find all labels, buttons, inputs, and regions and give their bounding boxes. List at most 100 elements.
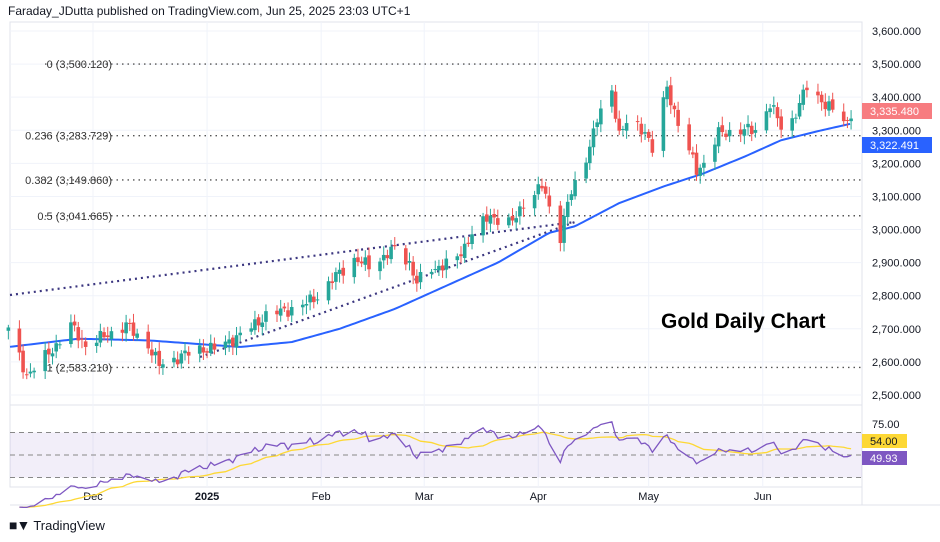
candle-body bbox=[98, 330, 103, 343]
candle-body bbox=[470, 234, 474, 245]
candle-body bbox=[573, 180, 577, 197]
candle-body bbox=[779, 116, 783, 130]
y-tick-label: 3,600.000 bbox=[872, 26, 921, 38]
candle-body bbox=[367, 255, 371, 270]
tradingview-logo[interactable]: ■▼ TradingView bbox=[9, 517, 105, 533]
chart-annotation: Gold Daily Chart bbox=[661, 310, 826, 333]
candle-body bbox=[827, 101, 831, 111]
candle-body bbox=[105, 335, 110, 338]
candle-body bbox=[727, 129, 732, 137]
candle-body bbox=[794, 117, 798, 119]
y-tick-label: 2,700.000 bbox=[872, 324, 921, 336]
candle-body bbox=[411, 261, 415, 276]
candle-body bbox=[753, 130, 758, 133]
candle-body bbox=[610, 90, 614, 107]
candle-body bbox=[532, 195, 537, 209]
candle-body bbox=[208, 342, 213, 354]
candle-body bbox=[282, 306, 287, 309]
candle-body bbox=[212, 343, 217, 350]
candle-body bbox=[496, 218, 500, 225]
candle-body bbox=[599, 108, 603, 125]
candle-body bbox=[150, 349, 154, 356]
candle-body bbox=[415, 275, 419, 284]
publisher-header: Faraday_JDutta published on TradingView.… bbox=[8, 4, 411, 18]
last-price-badge bbox=[862, 103, 932, 119]
candle-body bbox=[378, 261, 382, 272]
candle-body bbox=[805, 87, 809, 91]
candle-body bbox=[83, 341, 88, 347]
candle-body bbox=[437, 265, 441, 271]
candle-body bbox=[385, 255, 390, 259]
candle-body bbox=[459, 254, 463, 257]
candle-body bbox=[823, 101, 828, 110]
candle-body bbox=[444, 258, 449, 270]
candle-body bbox=[407, 260, 412, 263]
candle-body bbox=[289, 307, 294, 316]
candle-body bbox=[238, 332, 242, 336]
candle-body bbox=[32, 370, 36, 373]
candle-body bbox=[665, 86, 669, 100]
candle-body bbox=[404, 248, 408, 265]
candle-body bbox=[591, 128, 596, 148]
candle-body bbox=[275, 310, 279, 315]
candle-body bbox=[797, 103, 802, 117]
candle-body bbox=[698, 167, 702, 176]
candle-body bbox=[547, 195, 552, 207]
candle-body bbox=[201, 347, 206, 353]
candle-body bbox=[510, 215, 515, 221]
candle-body bbox=[249, 328, 254, 332]
candle-body bbox=[617, 118, 622, 131]
candle-body bbox=[183, 350, 187, 354]
candle-body bbox=[179, 353, 184, 364]
brand-name: TradingView bbox=[33, 517, 105, 533]
candle-body bbox=[749, 125, 754, 135]
candle-body bbox=[260, 322, 265, 327]
candle-body bbox=[300, 304, 305, 308]
y-tick-label: 3,300.000 bbox=[872, 125, 921, 137]
candle-body bbox=[50, 353, 55, 357]
candle-body bbox=[742, 129, 747, 136]
candle-body bbox=[43, 350, 47, 372]
candle-body bbox=[841, 111, 846, 122]
candle-body bbox=[661, 97, 666, 151]
candle-body bbox=[153, 351, 158, 356]
candle-body bbox=[440, 265, 445, 271]
candle-body bbox=[308, 294, 312, 303]
candle-body bbox=[613, 91, 618, 119]
candle-body bbox=[716, 127, 721, 147]
candle-body bbox=[28, 371, 33, 374]
candle-body bbox=[646, 131, 651, 138]
candle-body bbox=[624, 123, 629, 131]
candle-body bbox=[484, 214, 489, 222]
candle-body bbox=[80, 338, 84, 340]
candle-body bbox=[69, 322, 73, 345]
candle-body bbox=[676, 109, 680, 126]
x-tick-label: Jun bbox=[754, 491, 772, 503]
candle-body bbox=[455, 256, 460, 261]
x-tick-label: Mar bbox=[415, 491, 434, 503]
candle-body bbox=[109, 331, 114, 339]
candle-body bbox=[790, 118, 794, 131]
upper-trendline bbox=[9, 220, 576, 297]
candle-body bbox=[94, 342, 99, 347]
candle-body bbox=[536, 184, 541, 195]
ma-value-badge bbox=[862, 137, 932, 153]
candle-body bbox=[849, 118, 853, 122]
candle-body bbox=[278, 308, 283, 316]
tradingview-logo-icon: ■▼ bbox=[9, 517, 30, 533]
candle-body bbox=[694, 152, 699, 175]
candle-body bbox=[720, 125, 725, 133]
y-tick-label: 3,100.000 bbox=[872, 191, 921, 203]
candle-body bbox=[746, 123, 750, 128]
rsi-ma-line bbox=[19, 431, 852, 508]
candle-body bbox=[47, 348, 51, 355]
candle-body bbox=[315, 299, 320, 301]
y-tick-label: 2,900.000 bbox=[872, 258, 921, 270]
candle-body bbox=[54, 343, 58, 352]
candle-body bbox=[595, 122, 599, 127]
candle-body bbox=[481, 216, 485, 236]
x-tick-label: May bbox=[638, 491, 659, 503]
candle-body bbox=[492, 214, 496, 218]
